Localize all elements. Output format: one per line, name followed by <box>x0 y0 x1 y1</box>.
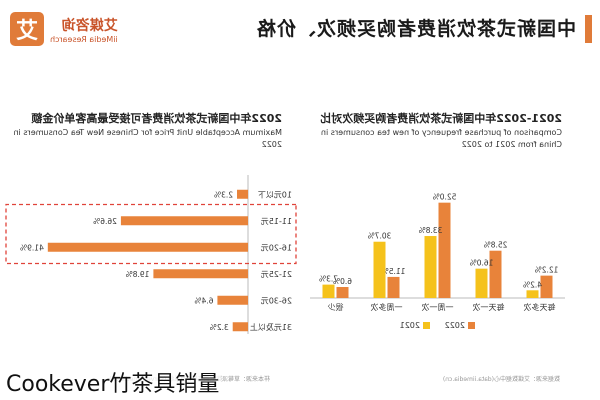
price-data-label: 3.2% <box>210 323 229 332</box>
frequency-legend-swatch-2022 <box>468 322 475 329</box>
frequency-bar-2022-1 <box>489 250 502 298</box>
price-data-label: 2.3% <box>214 190 233 199</box>
price-bar-5 <box>232 322 248 332</box>
price-bar-1 <box>120 216 248 226</box>
frequency-chart-title: 2021-2022年中国新式茶饮消费者购买频次对比 <box>320 112 562 125</box>
frequency-category-label: 一周多次 <box>371 302 403 312</box>
frequency-legend-label: 2021 <box>400 321 420 330</box>
frequency-bar-2021-3 <box>373 241 386 298</box>
frequency-bar-2022-4 <box>336 287 349 298</box>
frequency-bar-2021-0 <box>526 290 539 298</box>
price-chart-subtitle-line2: 2022 <box>261 140 282 149</box>
price-category-label: 21-25元 <box>261 270 292 279</box>
frequency-bar-2021-1 <box>475 268 488 298</box>
frequency-data-label: 7.3% <box>319 275 338 284</box>
frequency-data-label: 52.0% <box>433 193 457 202</box>
price-highlight-box <box>5 203 297 265</box>
title-bar: 中国新式茶饮消费者购买频次、价格 艾媒咨询 iiMedia Research 艾 <box>0 0 600 58</box>
price-bar-2 <box>47 242 248 252</box>
price-chart-subtitle-line1: Maximum Acceptable Unit Price for Chines… <box>13 128 282 137</box>
price-data-label: 41.9% <box>20 243 44 252</box>
logo-mark-icon: 艾 <box>10 12 44 46</box>
frequency-bar-2021-2 <box>424 236 437 298</box>
frequency-data-label: 12.2% <box>535 266 559 275</box>
page-title: 中国新式茶饮消费者购买频次、价格 <box>255 18 576 40</box>
frequency-category-label: 一周一次 <box>422 302 454 312</box>
frequency-data-label: 16.0% <box>470 259 494 268</box>
frequency-bar-2022-3 <box>387 276 400 298</box>
frequency-bar-2022-2 <box>438 202 451 298</box>
logo-sub: iiMedia Research <box>50 34 118 44</box>
frequency-category-label: 很少 <box>328 303 344 312</box>
frequency-data-label: 4.2% <box>523 280 542 289</box>
overlay-caption: Cookever竹茶具销量 <box>4 366 222 398</box>
price-chart: 10元以下 2.3% 11-15元 26.6% 16-20元 41.9% 21-25元 19.… <box>5 175 297 334</box>
price-chart-title: 2022年中国新式茶饮消费者可接受最高客单价金额 <box>31 112 282 125</box>
frequency-category-label: 每天一次 <box>473 302 505 312</box>
frequency-legend-swatch-2021 <box>423 322 430 329</box>
price-category-label: 11-15元 <box>261 217 292 226</box>
price-category-label: 16-20元 <box>261 243 292 252</box>
frequency-chart-subtitle-line2: China from 2021 to 2022 <box>461 140 562 149</box>
frequency-chart-subtitle-line1: Comparison of purchase frequency of new … <box>320 128 562 137</box>
price-bar-4 <box>217 295 248 305</box>
frequency-chart: 12.2% 4.2% 每天多次 25.8% 16.0% 每天一次 52.0% 33.8% 一周一… <box>310 193 565 330</box>
price-category-label: 26-30元 <box>261 296 292 305</box>
frequency-bar-2021-4 <box>322 284 335 298</box>
frequency-data-label: 25.8% <box>484 241 508 250</box>
title-accent <box>585 15 592 43</box>
frequency-data-label: 11.5% <box>382 267 406 276</box>
footer-source-left: 数据来源：艾媒数据中心(data.iimedia.cn) <box>442 376 560 383</box>
price-bar-0 <box>237 189 248 199</box>
frequency-data-label: 6.0% <box>333 277 352 286</box>
price-data-label: 6.4% <box>194 296 213 305</box>
frequency-data-label: 30.7% <box>368 232 392 241</box>
frequency-data-label: 33.8% <box>419 226 443 235</box>
price-category-label: 31元及以上 <box>250 323 292 332</box>
frequency-legend-label: 2022 <box>445 321 465 330</box>
logo-words: 艾媒咨询 iiMedia Research <box>50 15 118 44</box>
price-data-label: 26.6% <box>93 217 117 226</box>
price-category-label: 10元以下 <box>258 190 292 199</box>
frequency-bar-2022-0 <box>540 275 553 298</box>
logo-name: 艾媒咨询 <box>61 17 118 34</box>
brand-logo: 艾媒咨询 iiMedia Research 艾 <box>10 12 118 46</box>
price-data-label: 19.8% <box>126 270 150 279</box>
price-bar-3 <box>153 269 248 279</box>
frequency-category-label: 每天多次 <box>524 302 556 312</box>
